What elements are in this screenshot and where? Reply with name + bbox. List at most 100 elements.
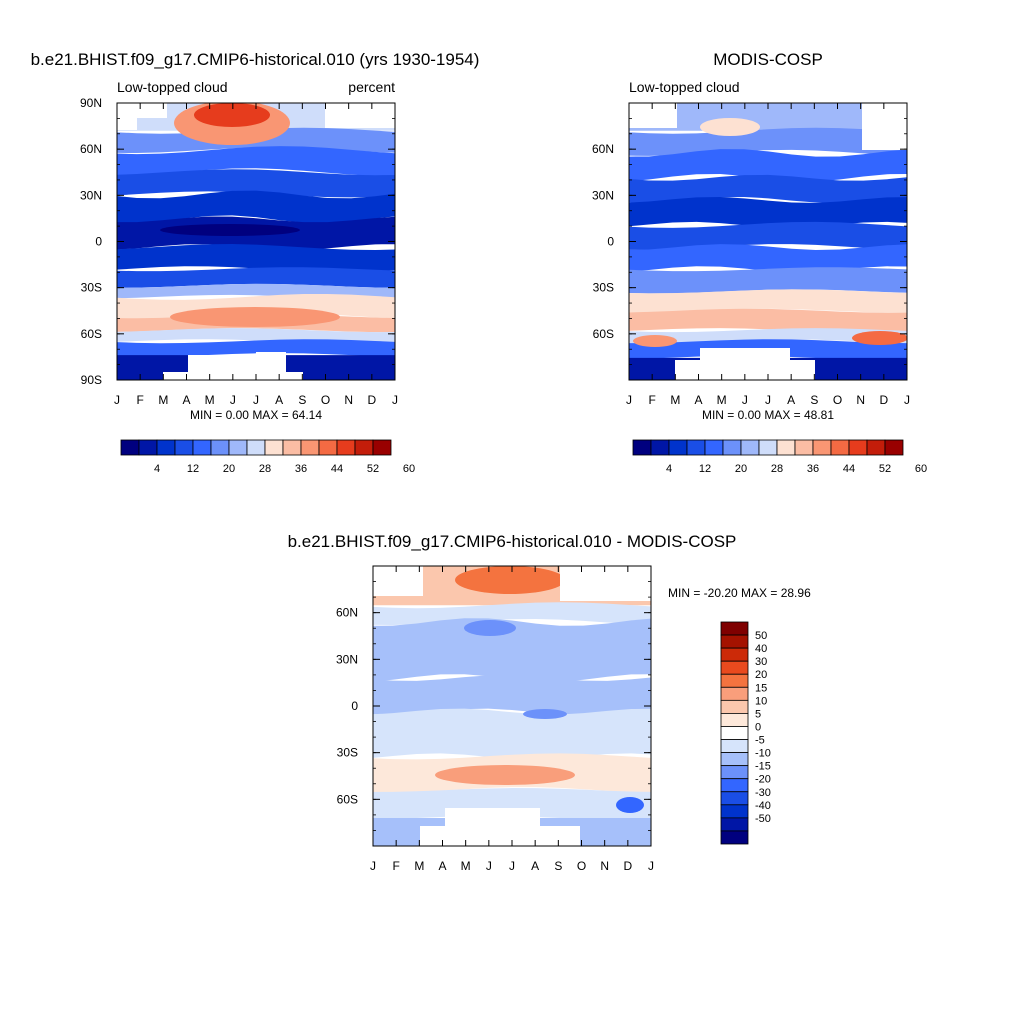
- obs-missing-region: [629, 103, 677, 128]
- obs-band: [629, 267, 907, 294]
- model-colorbar-label: 12: [187, 463, 199, 475]
- model-missing-region: [137, 103, 167, 118]
- obs-colorbar-box: [812, 439, 832, 456]
- obs-x-tick-label: A: [694, 393, 702, 407]
- model-panel-title: b.e21.BHIST.f09_g17.CMIP6-historical.010…: [31, 50, 480, 69]
- diff-colorbar-label: -40: [755, 800, 771, 812]
- model-tropical-min: [160, 224, 300, 236]
- diff-colorbar-box: [720, 621, 749, 636]
- obs-y-tick-label: 0: [607, 235, 614, 249]
- model-missing-region: [188, 355, 256, 380]
- diff-colorbar-box: [720, 752, 749, 767]
- obs-band: [629, 103, 907, 131]
- diff-colorbar-label: -50: [755, 813, 771, 825]
- diff-x-tick-label: D: [623, 859, 632, 873]
- model-x-tick-label: F: [136, 393, 143, 407]
- obs-panel-title: MODIS-COSP: [713, 50, 823, 69]
- obs-colorbar-box: [650, 439, 670, 456]
- model-y-tick-label: 30N: [80, 188, 102, 202]
- model-y-tick-label: 0: [95, 235, 102, 249]
- obs-colorbar-label: 44: [843, 463, 855, 475]
- obs-x-tick-label: N: [856, 393, 865, 407]
- diff-x-tick-label: F: [392, 859, 399, 873]
- model-x-tick-label: J: [230, 393, 236, 407]
- diff-y-tick-label: 60N: [336, 606, 358, 620]
- diff-y-tick-label: 0: [351, 699, 358, 713]
- diff-negative-patch: [616, 797, 644, 813]
- obs-colorbar: 4 12 20 28 36 44 52 60: [632, 439, 927, 475]
- obs-colorbar-box: [704, 439, 724, 456]
- diff-colorbar-label: 40: [755, 643, 767, 655]
- obs-colorbar-box: [740, 439, 760, 456]
- diff-missing-region: [445, 808, 540, 830]
- obs-band: [629, 197, 907, 228]
- model-y-tick-label: 90N: [80, 96, 102, 110]
- diff-colorbar-label: -10: [755, 748, 771, 760]
- diff-colorbar-box: [720, 673, 749, 688]
- obs-missing-region: [862, 103, 907, 150]
- obs-colorbar-label: 4: [666, 463, 672, 475]
- model-x-tick-label: D: [367, 393, 376, 407]
- model-colorbar-box: [246, 439, 266, 456]
- model-x-tick-label: M: [205, 393, 215, 407]
- obs-colorbar-label: 20: [735, 463, 747, 475]
- model-arctic-peak: [194, 103, 270, 127]
- obs-y-tick-label: 60N: [592, 142, 614, 156]
- diff-colorbar-label: 0: [755, 721, 761, 733]
- diff-band: [373, 675, 651, 715]
- model-colorbar-label: 60: [403, 463, 415, 475]
- obs-band: [629, 308, 907, 333]
- model-colorbar-label: 52: [367, 463, 379, 475]
- diff-colorbar-box: [720, 739, 749, 753]
- model-colorbar-box: [336, 439, 356, 456]
- model-band: [117, 244, 395, 273]
- diff-missing-region: [373, 566, 423, 596]
- diff-x-tick-label: A: [438, 859, 446, 873]
- obs-contour-field: [629, 103, 907, 380]
- model-colorbar-box: [174, 439, 194, 456]
- obs-x-tick-label: M: [717, 393, 727, 407]
- obs-colorbar-label: 36: [807, 463, 819, 475]
- diff-colorbar-box: [720, 804, 749, 819]
- model-colorbar-label: 36: [295, 463, 307, 475]
- obs-band: [629, 149, 907, 182]
- model-y-tick-label: 30S: [81, 281, 102, 295]
- diff-colorbar-box: [720, 647, 749, 662]
- obs-variable-label: Low-topped cloud: [629, 79, 740, 95]
- model-panel: b.e21.BHIST.f09_g17.CMIP6-historical.010…: [31, 50, 480, 475]
- diff-colorbar-box: [720, 726, 749, 740]
- diff-colorbar-label: 10: [755, 695, 767, 707]
- obs-colorbar-box: [668, 439, 688, 456]
- model-southern-ocean-max: [170, 307, 340, 327]
- model-colorbar-label: 20: [223, 463, 235, 475]
- obs-southern-ocean-max: [852, 331, 907, 345]
- model-colorbar: 4 12 20 28 36 44 52 60: [120, 439, 415, 475]
- model-colorbar-box: [318, 439, 338, 456]
- diff-x-tick-label: J: [370, 859, 376, 873]
- model-band: [117, 146, 395, 177]
- model-colorbar-box: [228, 439, 248, 456]
- model-missing-region: [256, 352, 286, 380]
- obs-x-tick-label: J: [904, 393, 910, 407]
- model-missing-region: [117, 103, 137, 130]
- model-x-tick-label: A: [275, 393, 283, 407]
- obs-colorbar-box: [632, 439, 652, 456]
- obs-colorbar-label: 28: [771, 463, 783, 475]
- diff-y-tick-label: 60S: [337, 792, 358, 806]
- model-y-tick-label: 60N: [80, 142, 102, 156]
- obs-colorbar-label: 52: [879, 463, 891, 475]
- diff-y-tick-label: 30N: [336, 652, 358, 666]
- obs-colorbar-box: [848, 439, 868, 456]
- obs-colorbar-box: [686, 439, 706, 456]
- model-colorbar-box: [192, 439, 212, 456]
- obs-arctic-feature: [700, 118, 760, 136]
- obs-colorbar-box: [830, 439, 850, 456]
- model-band: [117, 267, 395, 288]
- diff-band: [373, 708, 651, 760]
- diff-colorbar-box: [720, 817, 749, 832]
- obs-minmax: MIN = 0.00 MAX = 48.81: [702, 408, 834, 422]
- model-contour-field: [117, 103, 395, 380]
- diff-colorbar-box: [720, 778, 749, 793]
- obs-x-tick-label: J: [626, 393, 632, 407]
